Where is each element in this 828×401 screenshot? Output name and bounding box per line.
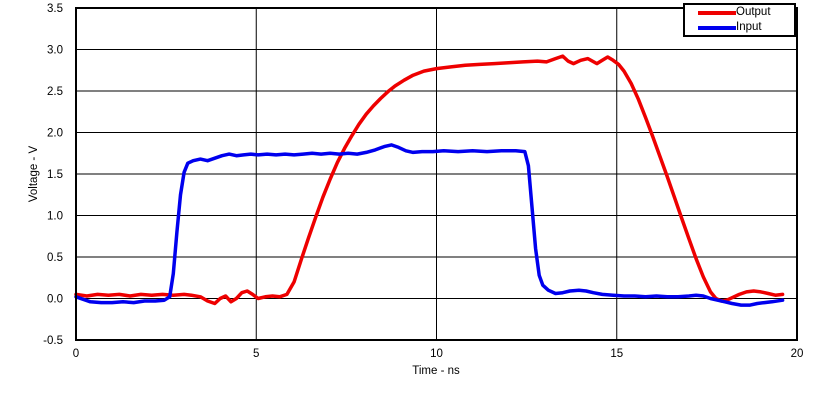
series-input-line xyxy=(74,143,785,307)
series-output-line xyxy=(74,54,785,306)
output-line-swatch-icon xyxy=(698,10,736,15)
y-tick-label: 0.5 xyxy=(47,252,63,264)
y-tick-label: 3.0 xyxy=(47,45,63,57)
y-tick-label: -0.5 xyxy=(43,335,63,347)
legend: Output Input xyxy=(683,3,796,37)
x-tick-label: 15 xyxy=(610,348,623,360)
y-tick-label: 1.0 xyxy=(47,211,63,223)
legend-label-input: Input xyxy=(736,20,762,33)
x-axis-label: Time - ns xyxy=(412,365,460,377)
y-tick-label: 2.5 xyxy=(47,86,63,98)
x-tick-label: 10 xyxy=(430,348,443,360)
legend-label-output: Output xyxy=(736,5,771,18)
y-tick-label: 2.0 xyxy=(47,128,63,140)
x-tick-label: 0 xyxy=(73,348,79,360)
input-line-swatch-icon xyxy=(698,25,736,30)
y-tick-label: 1.5 xyxy=(47,169,63,181)
x-tick-label: 5 xyxy=(253,348,259,360)
y-axis-label: Voltage - V xyxy=(28,145,40,203)
y-tick-label: 3.5 xyxy=(47,3,63,15)
plot-border xyxy=(75,7,798,341)
legend-item-input: Input xyxy=(698,20,794,35)
x-tick-label: 20 xyxy=(791,348,804,360)
y-tick-label: 0.0 xyxy=(47,294,63,306)
legend-item-output: Output xyxy=(698,5,794,20)
